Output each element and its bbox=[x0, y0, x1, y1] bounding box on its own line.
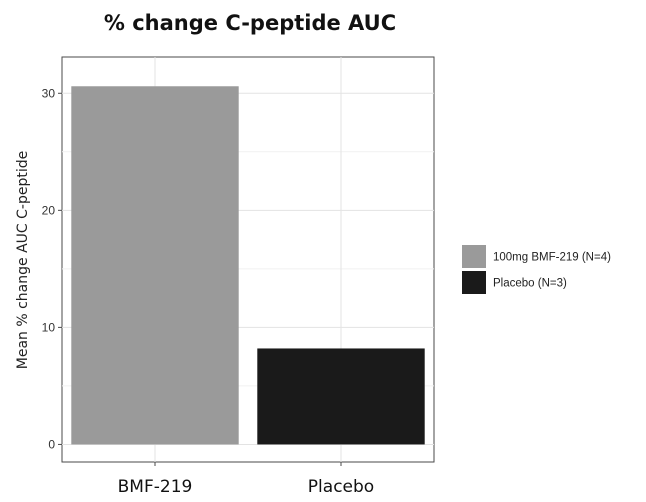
legend-label: 100mg BMF-219 (N=4) bbox=[493, 252, 611, 264]
y-axis-title: Mean % change AUC C-peptide bbox=[15, 151, 31, 369]
bar-placebo bbox=[257, 348, 425, 445]
y-tick-label: 0 bbox=[48, 437, 55, 451]
x-axis: BMF-219 Placebo bbox=[118, 462, 374, 497]
legend-key bbox=[462, 271, 486, 294]
x-tick-label: Placebo bbox=[308, 477, 374, 497]
y-tick-label: 10 bbox=[42, 320, 56, 334]
legend: 100mg BMF-219 (N=4) Placebo (N=3) bbox=[462, 245, 611, 294]
bar-bmf-219 bbox=[71, 86, 239, 445]
y-axis: 0 10 20 30 bbox=[42, 86, 62, 451]
chart-title: % change C-peptide AUC bbox=[104, 11, 396, 35]
y-tick-label: 30 bbox=[42, 86, 56, 100]
legend-key bbox=[462, 245, 486, 268]
legend-label: Placebo (N=3) bbox=[493, 278, 567, 290]
x-tick-label: BMF-219 bbox=[118, 477, 193, 497]
y-tick-label: 20 bbox=[42, 203, 56, 217]
bars bbox=[71, 86, 425, 445]
